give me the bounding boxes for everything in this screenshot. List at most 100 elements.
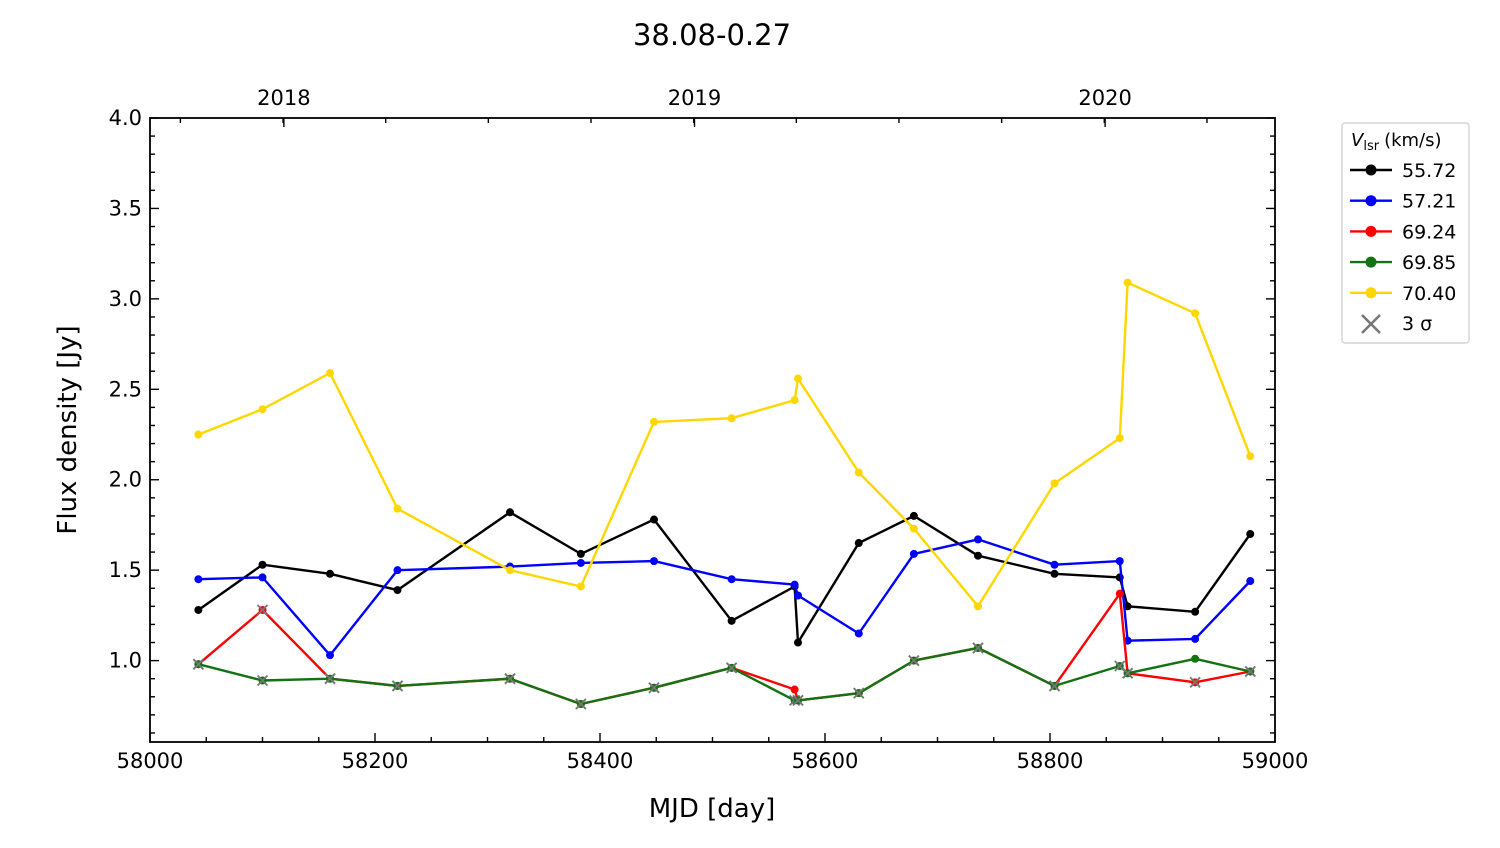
data-point-70.40: [1191, 309, 1200, 318]
data-point-57.21: [393, 566, 402, 575]
sigma-marker-69.85: [324, 673, 336, 685]
data-point-57.21: [1050, 560, 1059, 569]
legend-label: 57.21: [1402, 191, 1456, 213]
data-point-57.21: [258, 573, 267, 582]
data-point-55.72: [1191, 607, 1200, 616]
legend-label: 69.85: [1402, 252, 1456, 274]
legend-label: 69.24: [1402, 221, 1456, 243]
data-point-57.21: [576, 558, 585, 567]
data-point-70.40: [854, 468, 863, 477]
data-point-55.72: [258, 560, 267, 569]
data-point-70.40: [1123, 278, 1132, 287]
x-tick-label: 58200: [342, 749, 409, 773]
data-point-70.40: [794, 374, 802, 383]
data-point-69.24: [1115, 589, 1124, 598]
y-tick-label: 1.5: [109, 558, 142, 582]
data-point-57.21: [650, 557, 658, 566]
series-69.85: [192, 642, 1256, 710]
legend-entry-69.85: 69.85: [1350, 252, 1456, 274]
data-point-55.72: [326, 569, 334, 578]
legend-marker: [1365, 287, 1377, 299]
y-tick-label: 3.0: [109, 287, 142, 311]
sigma-marker-69.85: [256, 674, 269, 687]
data-point-57.21: [326, 651, 334, 660]
data-point-70.40: [650, 417, 658, 426]
legend-title-main: V: [1351, 130, 1365, 151]
data-point-69.24: [790, 685, 799, 694]
x-tick-label: 58600: [792, 749, 859, 773]
legend-entries: 55.72 57.21 69.24 69.85 70.40: [1350, 160, 1456, 305]
legend-entry-57.21: 57.21: [1350, 191, 1456, 213]
top-tick-label: 2019: [668, 86, 721, 110]
y-tick-label: 4.0: [109, 106, 142, 130]
data-point-57.21: [974, 535, 982, 544]
data-point-55.72: [506, 508, 514, 517]
sigma-marker-69.85: [1121, 667, 1134, 679]
sigma-marker-69.85: [908, 654, 920, 667]
data-point-57.21: [794, 591, 802, 600]
data-point-70.40: [326, 369, 334, 378]
sigma-marker-69.24: [256, 604, 269, 616]
data-point-55.72: [854, 539, 863, 548]
sigma-marker-line-b: [1361, 314, 1381, 334]
tick-labels: 58000 58200 58400 58600 58800 59000 2018 2019 20…: [109, 86, 1309, 773]
sigma-marker-69.85: [972, 642, 984, 654]
chart-title: 38.08-0.27: [633, 18, 791, 52]
legend-label: 70.40: [1402, 283, 1456, 305]
series-57.21: [194, 535, 1255, 660]
sigma-marker-69.85: [192, 658, 205, 670]
y-axis-label: Flux density [Jy]: [53, 325, 83, 534]
series-line-57.21: [198, 538, 1252, 657]
data-point-57.21: [1191, 634, 1200, 643]
series-69.24: [192, 589, 1256, 710]
series-70.40: [194, 278, 1255, 611]
legend-marker: [1365, 256, 1377, 268]
sigma-marker-69.85: [792, 694, 804, 707]
series-layer: [192, 278, 1256, 710]
legend-entry-55.72: 55.72: [1350, 160, 1456, 182]
legend-marker: [1365, 195, 1377, 207]
sigma-marker-69.85: [648, 682, 660, 694]
sigma-marker-69.85: [504, 673, 516, 685]
x-tick-label: 58000: [117, 749, 184, 773]
plot-frame: [149, 117, 1276, 743]
data-point-70.40: [258, 405, 267, 414]
data-point-55.72: [1246, 530, 1255, 538]
legend-title-sub: lsr: [1363, 139, 1379, 154]
data-point-55.72: [974, 551, 982, 560]
data-point-55.72: [794, 638, 802, 647]
data-point-70.40: [1246, 452, 1255, 461]
data-point-57.21: [909, 549, 918, 558]
sigma-marker-69.85: [725, 662, 738, 674]
legend: Vlsr (km/s) 55.72 57.21 69.24 69.85 70.40 3 σ: [1341, 122, 1470, 344]
sigma-label: 3 σ: [1402, 313, 1432, 335]
legend-title-unit: (km/s): [1384, 130, 1441, 151]
y-tick-label: 1.0: [109, 649, 142, 673]
y-tick-label: 2.0: [109, 468, 142, 492]
legend-marker: [1365, 225, 1377, 237]
data-point-57.21: [727, 575, 736, 584]
sigma-marker-69.85: [853, 687, 865, 699]
legend-entry-3-sigma: 3 σ: [1361, 313, 1432, 335]
data-point-55.72: [1050, 569, 1059, 578]
data-point-70.40: [727, 414, 736, 423]
data-point-70.40: [393, 504, 402, 513]
data-point-69.85: [1191, 654, 1200, 663]
x-axis-label: MJD [day]: [649, 794, 776, 824]
y-tick-label: 3.5: [109, 196, 142, 220]
sigma-marker-69.85: [1244, 665, 1256, 678]
data-point-70.40: [576, 582, 585, 591]
legend-box: [1341, 122, 1470, 344]
top-tick-label: 2020: [1078, 86, 1131, 110]
sigma-marker-69.85: [575, 698, 587, 710]
data-point-70.40: [1115, 434, 1124, 443]
x-tick-label: 58400: [567, 749, 634, 773]
data-point-55.72: [576, 549, 585, 558]
sigma-marker-69.85: [391, 680, 404, 692]
legend-entry-70.40: 70.40: [1350, 283, 1456, 305]
sigma-marker-69.85: [1048, 680, 1061, 692]
data-point-57.21: [854, 629, 863, 638]
legend-marker: [1365, 164, 1377, 176]
data-point-55.72: [909, 511, 918, 520]
